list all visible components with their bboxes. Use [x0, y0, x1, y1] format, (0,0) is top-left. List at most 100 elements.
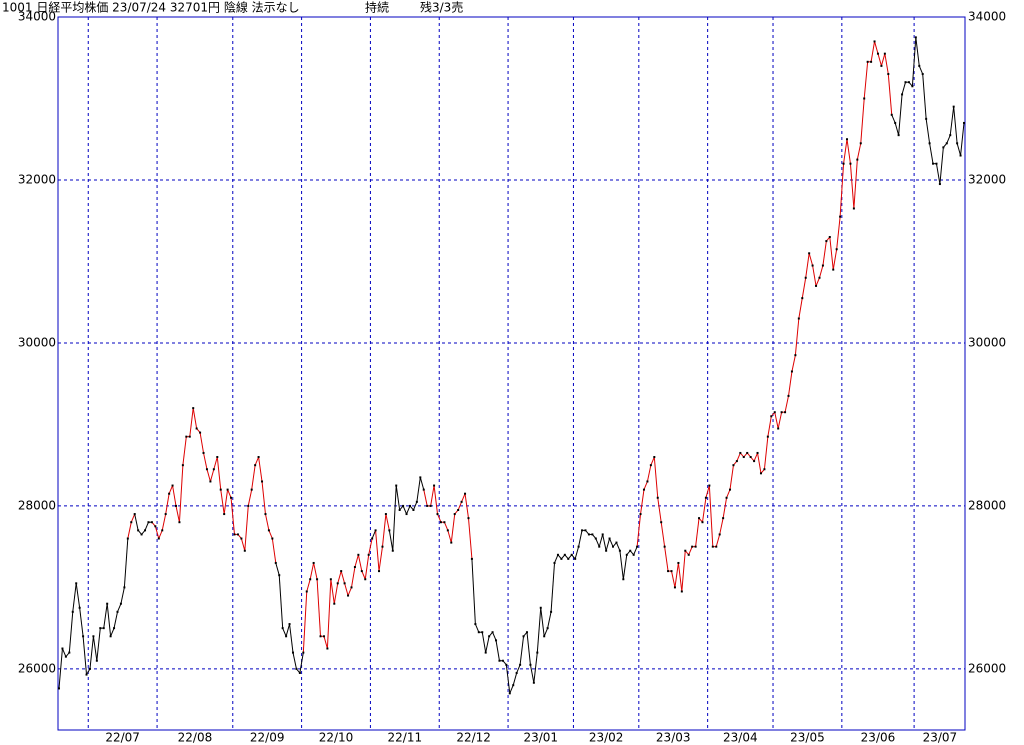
price-point: [577, 545, 580, 548]
price-point: [470, 557, 473, 560]
price-point: [732, 464, 735, 467]
price-point: [154, 525, 157, 528]
price-segment: [254, 456, 260, 466]
price-point: [367, 553, 370, 556]
price-point: [873, 40, 876, 43]
price-point: [949, 134, 952, 137]
price-point: [911, 85, 914, 88]
price-segment: [650, 456, 655, 466]
price-segment: [856, 143, 862, 160]
price-point: [587, 533, 590, 536]
price-segment: [450, 514, 456, 543]
price-point: [381, 545, 384, 548]
price-point: [876, 52, 879, 55]
price-segment: [240, 538, 246, 551]
header-position: 残3/3売: [420, 0, 463, 15]
price-point: [58, 687, 60, 690]
price-segment: [261, 481, 266, 515]
price-segment: [540, 607, 545, 637]
price-point: [653, 456, 656, 459]
price-point: [267, 529, 270, 532]
price-point: [625, 553, 628, 556]
price-point: [243, 549, 246, 552]
price-segment: [106, 603, 112, 637]
price-point: [938, 183, 941, 186]
price-point: [254, 464, 257, 467]
price-point: [522, 635, 525, 638]
price-point: [505, 663, 508, 666]
price-segment: [68, 611, 74, 653]
price-segment: [299, 652, 304, 674]
price-segment: [512, 672, 518, 686]
price-point: [408, 504, 411, 507]
price-segment: [316, 579, 322, 637]
price-segment: [949, 106, 955, 136]
price-segment: [918, 65, 924, 75]
price-point: [212, 468, 215, 471]
price-segment: [58, 648, 63, 689]
price-segment: [309, 562, 315, 580]
price-segment: [110, 627, 115, 637]
price-point: [71, 610, 74, 613]
price-segment: [839, 163, 845, 217]
price-segment: [199, 432, 205, 454]
price-point: [804, 276, 807, 279]
price-segment: [574, 546, 580, 560]
price-segment: [492, 632, 497, 641]
price-segment: [519, 636, 525, 665]
price-segment: [433, 485, 439, 515]
price-segment: [832, 249, 838, 270]
price-segment: [643, 481, 648, 490]
price-point: [226, 488, 229, 491]
price-point: [663, 545, 666, 548]
price-point: [446, 529, 449, 532]
price-point: [285, 635, 288, 638]
price-point: [574, 557, 577, 560]
price-segment: [457, 501, 463, 511]
price-segment: [798, 298, 803, 319]
price-segment: [529, 664, 535, 683]
price-segment: [130, 513, 136, 523]
price-segment: [430, 485, 435, 506]
price-point: [391, 549, 394, 552]
price-point: [481, 631, 484, 634]
price-segment: [622, 554, 628, 580]
price-segment: [61, 648, 67, 657]
price-point: [897, 134, 900, 137]
price-segment: [901, 82, 906, 95]
price-point: [784, 411, 787, 414]
price-point: [178, 521, 181, 524]
price-point: [360, 570, 363, 573]
price-point: [123, 586, 126, 589]
price-segment: [681, 550, 686, 592]
price-point: [539, 606, 542, 609]
price-point: [904, 81, 907, 84]
price-point: [711, 545, 714, 548]
price-point: [921, 73, 924, 76]
price-point: [584, 529, 587, 532]
price-segment: [371, 530, 377, 539]
price-segment: [461, 493, 466, 503]
price-point: [161, 529, 164, 532]
price-point: [852, 207, 855, 210]
price-segment: [192, 408, 198, 429]
price-segment: [447, 530, 452, 543]
price-segment: [216, 456, 222, 490]
price-point: [667, 570, 670, 573]
price-point: [453, 513, 456, 516]
price-segment: [536, 607, 542, 653]
price-segment: [282, 627, 287, 637]
price-segment: [891, 114, 896, 124]
price-segment: [836, 216, 841, 250]
y2-tick-label: 32000: [968, 172, 1006, 186]
price-point: [205, 468, 208, 471]
price-segment: [292, 652, 297, 669]
price-point: [181, 464, 184, 467]
price-segment: [474, 623, 480, 633]
price-segment: [505, 664, 511, 694]
price-segment: [526, 632, 531, 665]
price-segment: [381, 514, 387, 547]
price-segment: [154, 526, 160, 539]
price-segment: [763, 436, 769, 470]
price-point: [907, 81, 910, 84]
